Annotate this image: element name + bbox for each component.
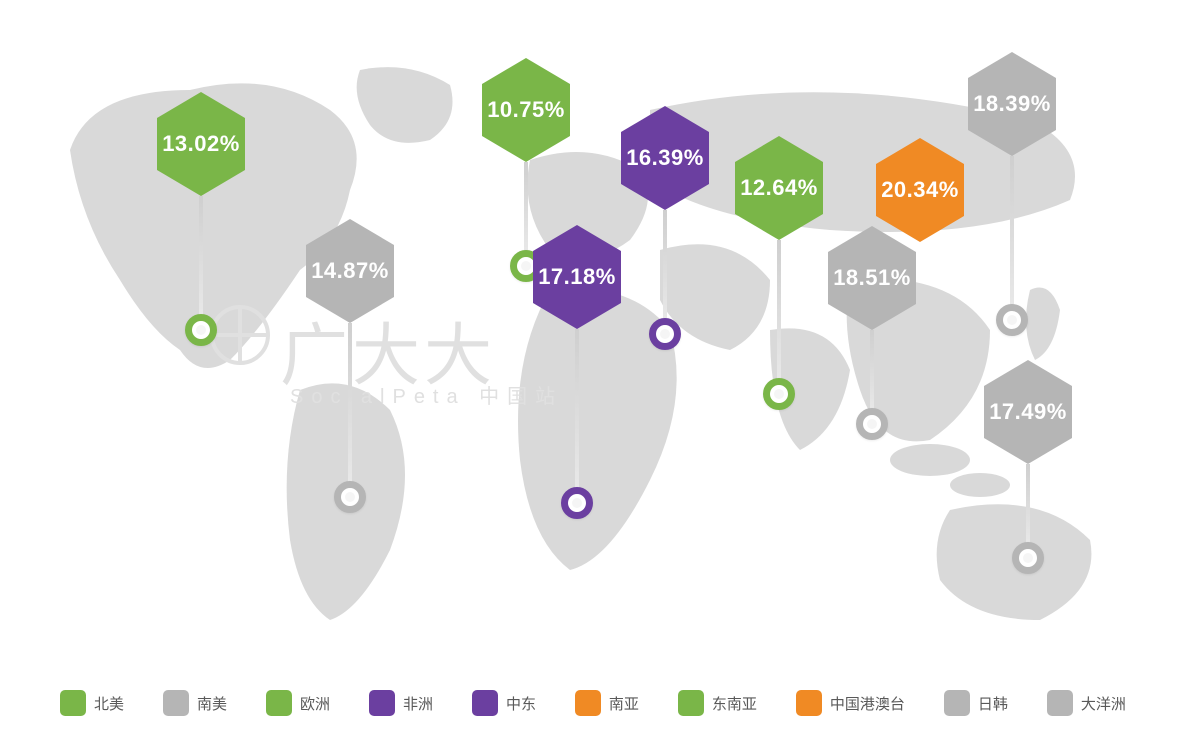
pin-middle-east: 16.39% xyxy=(617,104,713,350)
hex-badge: 18.39% xyxy=(964,50,1060,158)
hex-value: 20.34% xyxy=(881,177,959,203)
pin-stem xyxy=(777,240,781,380)
map-container: 广大大 SocialPeta 中国站 13.02% 14.87% 10.75% … xyxy=(0,0,1186,660)
legend-item: 日韩 xyxy=(944,690,1008,716)
hex-value: 12.64% xyxy=(740,175,818,201)
pin-stem xyxy=(348,323,352,483)
legend-label: 南亚 xyxy=(609,693,639,714)
hex-badge: 17.49% xyxy=(980,358,1076,466)
hex-value: 18.51% xyxy=(833,265,911,291)
legend-label: 东南亚 xyxy=(712,693,757,714)
hex-badge: 14.87% xyxy=(302,217,398,325)
hex-badge: 20.34% xyxy=(872,136,968,244)
legend-item: 南亚 xyxy=(575,690,639,716)
pin-south-america: 14.87% xyxy=(302,217,398,513)
pin-south-asia: 12.64% xyxy=(731,134,827,410)
pin-stem xyxy=(870,330,874,410)
pin-anchor-ring xyxy=(856,408,888,440)
legend-item: 非洲 xyxy=(369,690,433,716)
legend-swatch xyxy=(472,690,498,716)
legend-swatch xyxy=(163,690,189,716)
legend-swatch xyxy=(1047,690,1073,716)
legend: 北美 南美 欧洲 非洲 中东 南亚 东南亚 中国港澳台 日韩 大洋洲 xyxy=(60,690,1126,716)
pin-cn-hk-mo-tw: 20.34% xyxy=(872,136,968,244)
legend-item: 中国港澳台 xyxy=(796,690,905,716)
legend-swatch xyxy=(796,690,822,716)
legend-label: 南美 xyxy=(197,693,227,714)
legend-swatch xyxy=(678,690,704,716)
legend-swatch xyxy=(369,690,395,716)
pin-anchor-ring xyxy=(561,487,593,519)
legend-item: 东南亚 xyxy=(678,690,757,716)
legend-label: 中东 xyxy=(506,693,536,714)
hex-value: 13.02% xyxy=(162,131,240,157)
hex-value: 14.87% xyxy=(311,258,389,284)
legend-item: 南美 xyxy=(163,690,227,716)
hex-value: 18.39% xyxy=(973,91,1051,117)
pin-anchor-ring xyxy=(649,318,681,350)
legend-item: 大洋洲 xyxy=(1047,690,1126,716)
pin-stem xyxy=(1026,464,1030,544)
pin-stem xyxy=(199,196,203,316)
hex-value: 17.49% xyxy=(989,399,1067,425)
hex-value: 16.39% xyxy=(626,145,704,171)
pin-stem xyxy=(663,210,667,320)
pin-north-america: 13.02% xyxy=(153,90,249,346)
legend-label: 北美 xyxy=(94,693,124,714)
legend-item: 中东 xyxy=(472,690,536,716)
pin-anchor-ring xyxy=(334,481,366,513)
pin-stem xyxy=(1010,156,1014,306)
legend-label: 日韩 xyxy=(978,693,1008,714)
pin-anchor-ring xyxy=(996,304,1028,336)
hex-value: 10.75% xyxy=(487,97,565,123)
legend-swatch xyxy=(944,690,970,716)
pin-japan-korea: 18.39% xyxy=(964,50,1060,336)
pin-anchor-ring xyxy=(185,314,217,346)
hex-badge: 16.39% xyxy=(617,104,713,212)
legend-swatch xyxy=(575,690,601,716)
legend-label: 非洲 xyxy=(403,693,433,714)
legend-label: 中国港澳台 xyxy=(830,693,905,714)
legend-label: 大洋洲 xyxy=(1081,693,1126,714)
hex-value: 17.18% xyxy=(538,264,616,290)
legend-label: 欧洲 xyxy=(300,693,330,714)
pin-stem xyxy=(575,329,579,489)
pin-stem xyxy=(524,162,528,252)
pin-anchor-ring xyxy=(763,378,795,410)
hex-badge: 13.02% xyxy=(153,90,249,198)
hex-badge: 17.18% xyxy=(529,223,625,331)
hex-badge: 12.64% xyxy=(731,134,827,242)
legend-swatch xyxy=(266,690,292,716)
hex-badge: 10.75% xyxy=(478,56,574,164)
pin-oceania: 17.49% xyxy=(980,358,1076,574)
legend-item: 欧洲 xyxy=(266,690,330,716)
pin-anchor-ring xyxy=(1012,542,1044,574)
legend-swatch xyxy=(60,690,86,716)
pin-africa: 17.18% xyxy=(529,223,625,519)
pin-southeast-asia: 18.51% xyxy=(824,224,920,440)
legend-item: 北美 xyxy=(60,690,124,716)
